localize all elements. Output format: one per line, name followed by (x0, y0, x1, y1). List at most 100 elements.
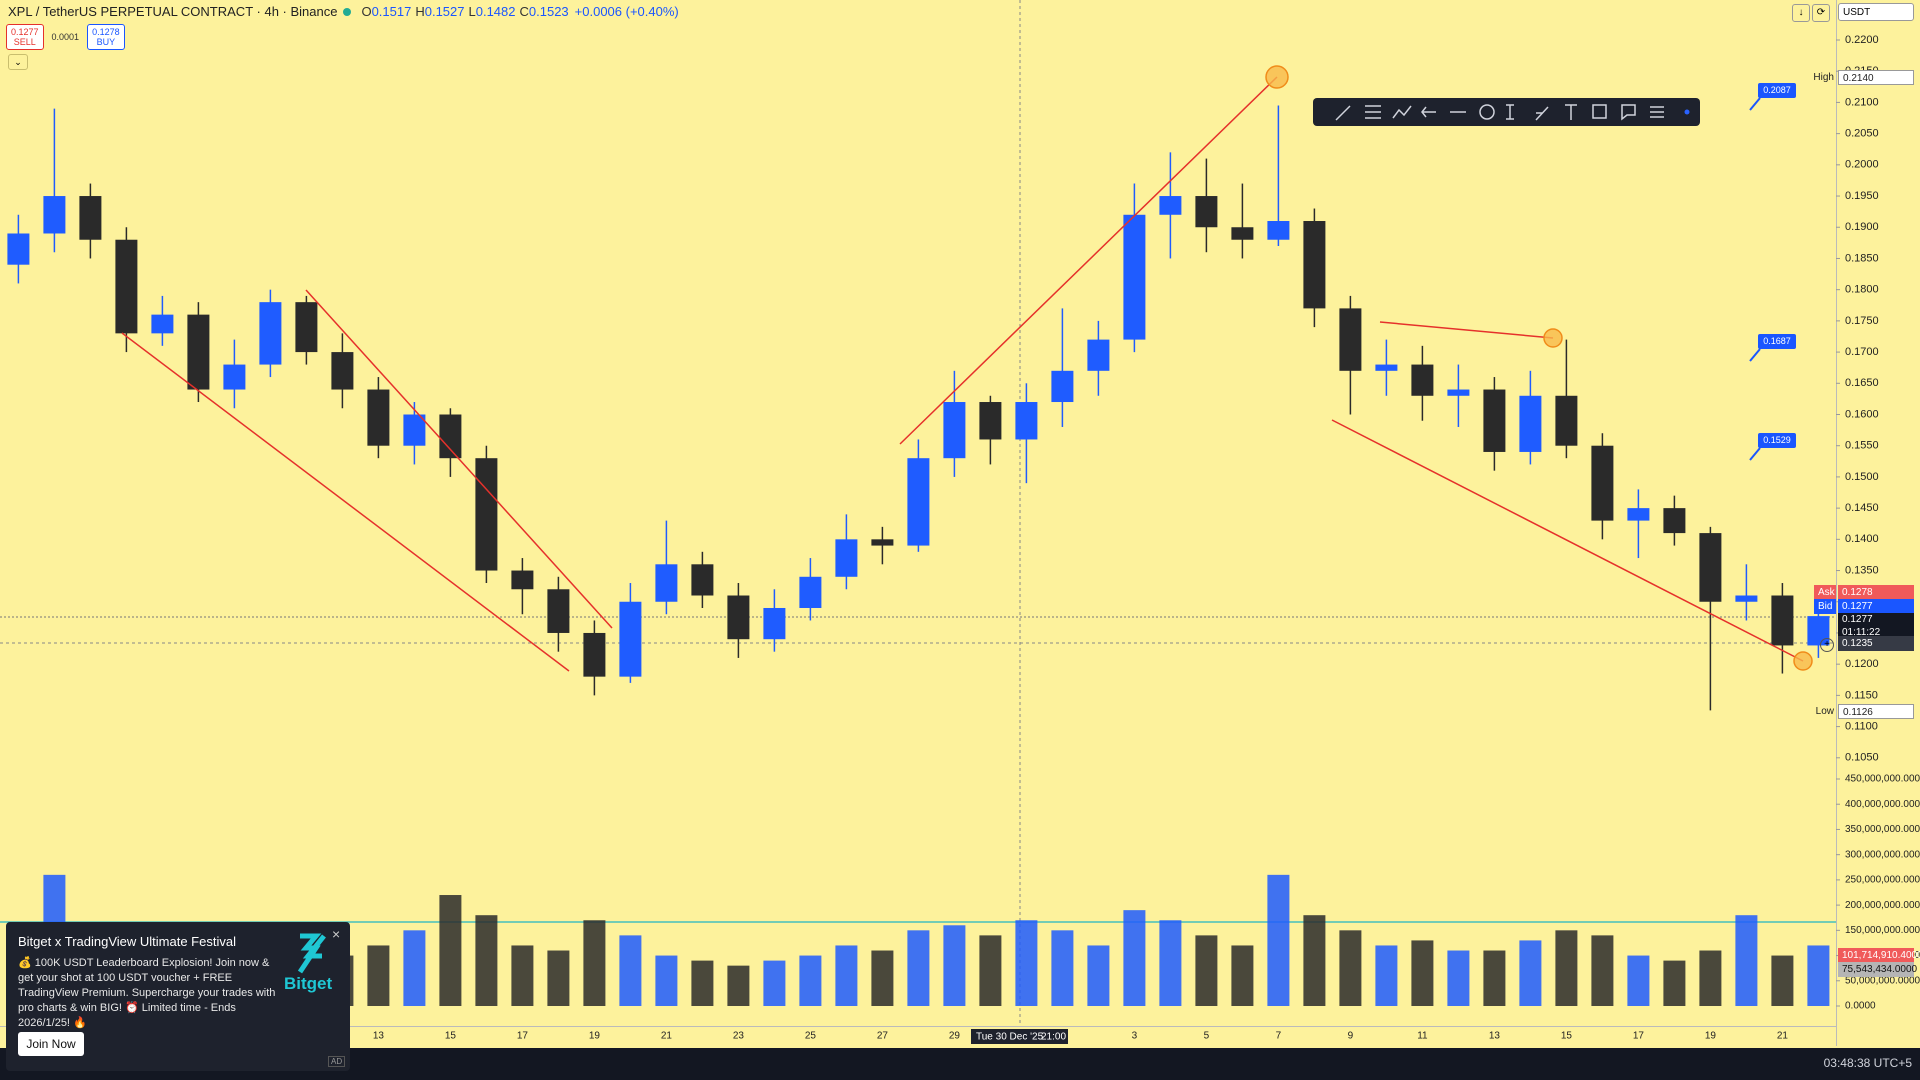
tool-channel[interactable] (1365, 105, 1381, 119)
volume-bar (1447, 950, 1470, 1006)
y-tick-label: 0.1700 (1845, 346, 1879, 358)
tool-pattern[interactable] (1392, 105, 1412, 119)
ad-logo (297, 933, 326, 974)
y-tick-label: 0.1950 (1845, 190, 1879, 202)
ad-button[interactable]: Join Now (18, 1032, 84, 1056)
candle-body (511, 570, 534, 590)
candle-body (187, 314, 210, 390)
tool-text[interactable] (1565, 104, 1577, 120)
x-tick-label: 13 (373, 1031, 385, 1042)
candle-body (79, 196, 102, 240)
candle-body (763, 607, 786, 640)
ad-body: 💰 100K USDT Leaderboard Explosion! Join … (18, 957, 276, 1029)
volume-bar (799, 955, 822, 1006)
tool-fork[interactable] (1421, 106, 1436, 118)
ohlc-value: 0.1523 (528, 4, 569, 19)
anchor (1543, 328, 1563, 348)
candle-body (1483, 389, 1506, 452)
y-tick-label: 0.1400 (1845, 533, 1879, 545)
download-button[interactable]: ↓ (1792, 4, 1810, 22)
y-tick-label: 0.1150 (1845, 689, 1878, 701)
candle-body (223, 364, 246, 390)
candle-body (1051, 370, 1074, 403)
y-tick-label: 0.1050 (1845, 752, 1879, 764)
candle-body (907, 458, 930, 546)
candle-body (151, 314, 174, 334)
volume-bar (979, 935, 1002, 1006)
ohlc-value: 0.1482 (475, 4, 516, 19)
candle-body (1339, 308, 1362, 371)
buy-button[interactable]: 0.1278 BUY (87, 24, 125, 50)
candle-body (1159, 196, 1182, 215)
candle-body (1375, 364, 1398, 371)
tool-trendline[interactable] (1335, 105, 1351, 121)
alert[interactable]: 0.1529 (1758, 433, 1796, 448)
candle-body (1663, 508, 1686, 534)
tool-brush[interactable] (1535, 106, 1549, 121)
volume-tick-label: 350,000,000.0000 (1845, 824, 1920, 835)
candle-body (1411, 364, 1434, 396)
tool-measure[interactable] (1506, 104, 1514, 120)
refresh-button[interactable]: ⟳ (1812, 4, 1830, 22)
bid-label: Bid (1814, 599, 1836, 614)
ohlc-key: L (468, 4, 476, 19)
x-tick-label: 29 (949, 1031, 961, 1042)
y-tick-label: 0.1100 (1845, 720, 1878, 732)
volume-bar (583, 920, 606, 1006)
candle-body (475, 458, 498, 571)
tool-color[interactable] (1684, 109, 1690, 115)
trend-line (121, 332, 570, 672)
y-tick-label: 0.1650 (1845, 377, 1879, 389)
quote-select[interactable]: USDT (1838, 3, 1914, 21)
x-tick-label: 17 (1633, 1031, 1645, 1042)
volume-bar (1159, 920, 1182, 1006)
candle-body (583, 632, 606, 677)
volume-ma-label: 75,543,434.0000 (1838, 962, 1917, 977)
volume-bar (1735, 915, 1758, 1006)
candle-body (727, 595, 750, 640)
symbol[interactable]: XPL / TetherUS PERPETUAL CONTRACT · 4h ·… (8, 4, 338, 19)
y-tick-label: 0.1800 (1845, 284, 1879, 296)
ohlc-key: C (519, 4, 529, 19)
ask-price: 0.1278 (1838, 585, 1914, 600)
clock: 03:48:38 UTC+5 (1824, 1056, 1913, 1070)
volume-tick-label: 400,000,000.0000 (1845, 799, 1920, 810)
tool-circle[interactable] (1479, 104, 1495, 120)
candle-body (7, 233, 30, 265)
candle-body (1627, 508, 1650, 521)
y-tick-label: 0.1750 (1845, 315, 1879, 327)
volume-bar (1051, 930, 1074, 1006)
x-tick-label: 15 (1561, 1031, 1573, 1042)
alert-lines (1749, 97, 1761, 461)
alert[interactable]: 0.1687 (1758, 334, 1796, 349)
candle-body (1195, 196, 1218, 228)
high-label: High (1813, 72, 1834, 83)
alert[interactable]: 0.2087 (1758, 83, 1796, 98)
x-tick-label: 3 (1132, 1031, 1138, 1042)
ad-brand: Bitget (284, 974, 333, 993)
x-tick-label: 13 (1489, 1031, 1501, 1042)
candle-body (619, 601, 642, 677)
anchors (1265, 65, 1813, 671)
tool-settings[interactable] (1650, 106, 1664, 118)
collapse-button[interactable]: ⌄ (8, 54, 28, 70)
tool-callout[interactable] (1621, 104, 1636, 121)
ohlc-value: 0.1517 (371, 4, 412, 19)
tool-rect[interactable] (1592, 104, 1607, 119)
volume-bar (1231, 945, 1254, 1006)
volume-bar (1411, 940, 1434, 1006)
volume-bar (1699, 950, 1722, 1006)
x-tick-label: 27 (877, 1031, 889, 1042)
volume-bar (1663, 960, 1686, 1006)
volume-tick-label: 150,000,000.0000 (1845, 925, 1920, 936)
marks (7, 105, 1830, 1006)
add-alert[interactable]: + (1820, 638, 1834, 652)
sell-button[interactable]: 0.1277 SELL (6, 24, 44, 50)
volume-bar (1303, 915, 1326, 1006)
ad-close[interactable]: × (332, 926, 341, 942)
ad-title: Bitget x TradingView Ultimate Festival (18, 934, 236, 949)
trend-line (899, 76, 1278, 445)
candle-body (331, 352, 354, 390)
volume-tick-label: 0.0000 (1845, 1001, 1876, 1012)
